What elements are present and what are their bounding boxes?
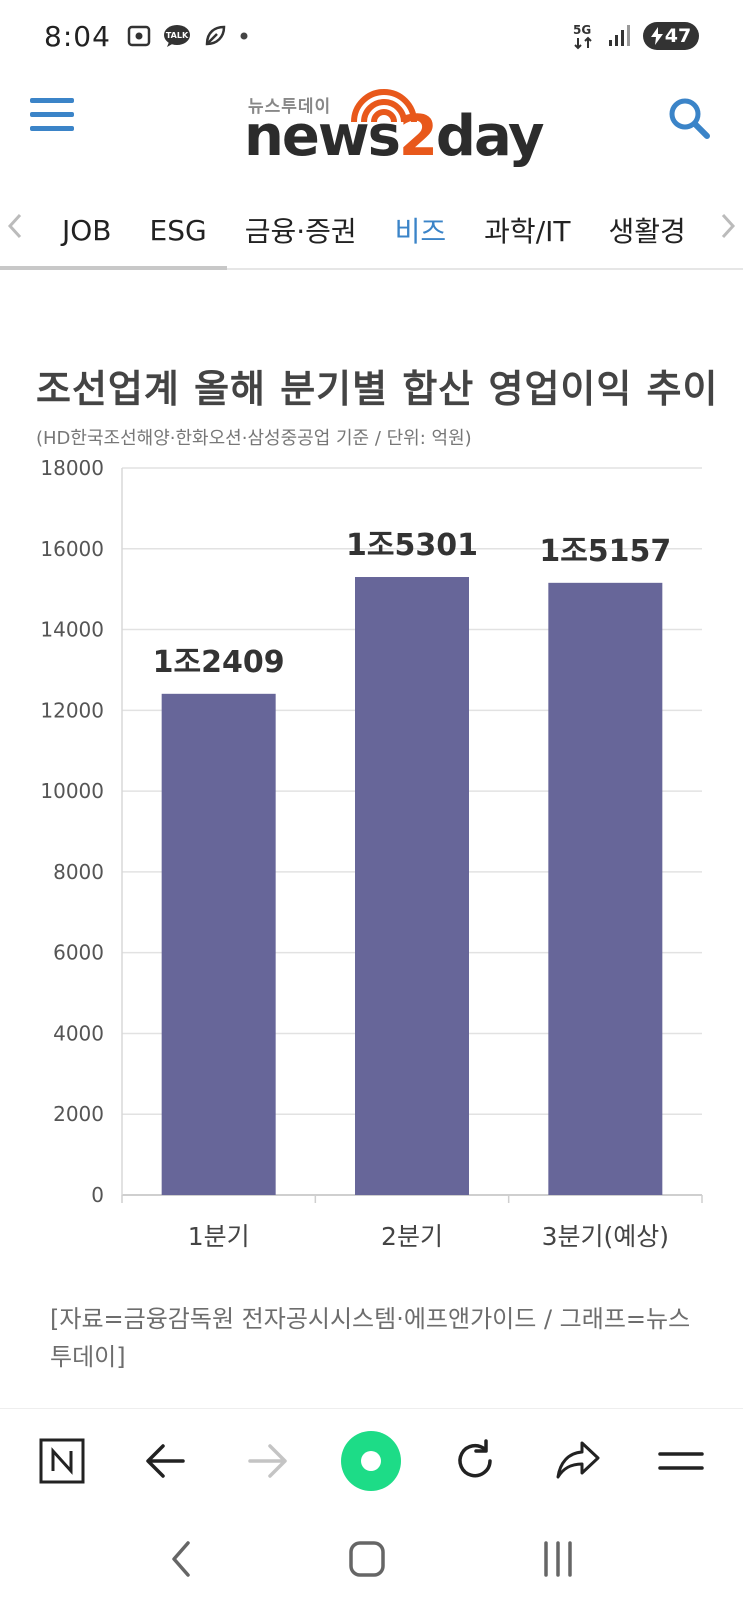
y-tick-label: 14000 <box>40 618 104 642</box>
arrow-right-icon <box>248 1443 287 1478</box>
naver-n-icon <box>39 1438 85 1483</box>
site-header: 뉴스투데이 news2day <box>0 72 743 192</box>
y-tick-label: 10000 <box>40 779 104 803</box>
battery-level: 47 <box>664 25 692 47</box>
x-category-label: 3분기(예상) <box>542 1222 669 1251</box>
category-tabs: JOB ESG 금융·증권 비즈 과학/IT 생활경 <box>0 192 743 270</box>
bar <box>548 582 663 1195</box>
forward-button[interactable] <box>233 1426 303 1496</box>
signal-icon <box>609 25 630 46</box>
tab-life[interactable]: 생활경 <box>608 215 686 248</box>
y-tick-label: 6000 <box>53 941 104 965</box>
tab-esg[interactable]: ESG <box>149 213 207 247</box>
logo-subtitle: 뉴스투데이 <box>248 97 332 117</box>
svg-text:TALK: TALK <box>166 31 189 40</box>
share-icon <box>556 1441 600 1478</box>
chevron-left-icon <box>171 1541 190 1577</box>
data-label: 1조5157 <box>539 534 671 569</box>
menu-lines-icon <box>658 1451 705 1470</box>
logo-text-two: 2 <box>398 104 438 169</box>
battery-indicator: 47 <box>643 22 699 50</box>
chevron-left-icon <box>7 213 22 239</box>
green-dot-icon <box>341 1430 402 1491</box>
home-square-icon <box>348 1541 385 1577</box>
dot-icon <box>240 32 248 40</box>
share-button[interactable] <box>543 1426 613 1496</box>
y-tick-label: 2000 <box>53 1102 104 1126</box>
x-category-label: 1분기 <box>188 1222 250 1251</box>
data-label: 1조5301 <box>346 528 478 563</box>
y-tick-label: 18000 <box>40 460 104 480</box>
system-recents-button[interactable] <box>538 1539 578 1583</box>
bar <box>161 693 276 1195</box>
refresh-button[interactable] <box>440 1426 510 1496</box>
bar <box>355 577 469 1195</box>
y-tick-label: 4000 <box>53 1021 104 1045</box>
menu-icon-bar <box>30 112 74 117</box>
tab-finance[interactable]: 금융·증권 <box>244 215 357 248</box>
x-category-label: 2분기 <box>381 1222 443 1251</box>
tab-biz[interactable]: 비즈 <box>394 215 447 248</box>
browser-menu-button[interactable] <box>646 1426 716 1496</box>
naver-home-button[interactable] <box>27 1426 97 1496</box>
chart-subtitle: (HD한국조선해양·한화오션·삼성중공업 기준 / 단위: 억원) <box>36 428 472 449</box>
system-home-button[interactable] <box>347 1539 387 1583</box>
system-navigation-bar <box>0 1512 743 1610</box>
chart-caption: [자료=금융감독원 전자공시시스템·에프앤가이드 / 그래프=뉴스투데이] <box>50 1305 691 1371</box>
browser-toolbar <box>0 1408 743 1512</box>
leaf-icon <box>205 25 226 46</box>
charging-icon <box>650 27 663 45</box>
bar-chart: 0 2000 4000 6000 8000 10000 12000 14000 16000 180… <box>40 460 703 1251</box>
system-back-button[interactable] <box>166 1539 196 1583</box>
green-dot-button[interactable] <box>336 1426 406 1496</box>
tabs-scroll-indicator <box>0 266 227 270</box>
menu-icon-bar <box>30 98 74 103</box>
back-button[interactable] <box>130 1426 200 1496</box>
arrow-left-icon <box>146 1443 185 1478</box>
tab-job[interactable]: JOB <box>62 213 112 247</box>
svg-text:5G: 5G <box>573 23 591 37</box>
logo-wordmark: news2day <box>244 104 545 169</box>
logo-text-day: day <box>435 104 545 169</box>
status-bar: 8:04 TALK 5G 47 <box>0 0 743 72</box>
refresh-icon <box>458 1438 492 1477</box>
status-time: 8:04 <box>44 19 111 53</box>
search-icon <box>669 98 710 139</box>
tab-science-it[interactable]: 과학/IT <box>484 215 571 248</box>
recents-icon <box>543 1541 572 1577</box>
y-tick-label: 0 <box>91 1183 104 1207</box>
menu-icon-bar <box>30 126 74 131</box>
logo-signal-arcs <box>351 89 417 123</box>
talk-icon: TALK <box>163 25 190 47</box>
notification-icons: TALK <box>127 24 249 48</box>
y-tick-label: 16000 <box>40 537 104 561</box>
y-tick-label: 12000 <box>40 698 104 722</box>
logo-text-news: news <box>244 104 401 169</box>
chart-title: 조선업계 올해 분기별 합산 영업이익 추이 <box>36 367 719 411</box>
status-right: 5G 47 <box>571 22 699 50</box>
menu-button[interactable] <box>30 98 74 134</box>
tabs-scroll-right-button[interactable] <box>713 211 743 249</box>
network-5g-icon: 5G <box>573 23 592 50</box>
screenshot-icon <box>127 25 151 47</box>
site-logo[interactable]: 뉴스투데이 news2day <box>244 82 545 172</box>
y-tick-label: 8000 <box>53 860 104 884</box>
search-button[interactable] <box>665 94 713 142</box>
chevron-right-icon <box>721 213 736 239</box>
data-label: 1조2409 <box>153 645 285 680</box>
tabs-scroll-left-button[interactable] <box>0 211 30 249</box>
tab-list: JOB ESG 금융·증권 비즈 과학/IT 생활경 <box>30 210 713 250</box>
